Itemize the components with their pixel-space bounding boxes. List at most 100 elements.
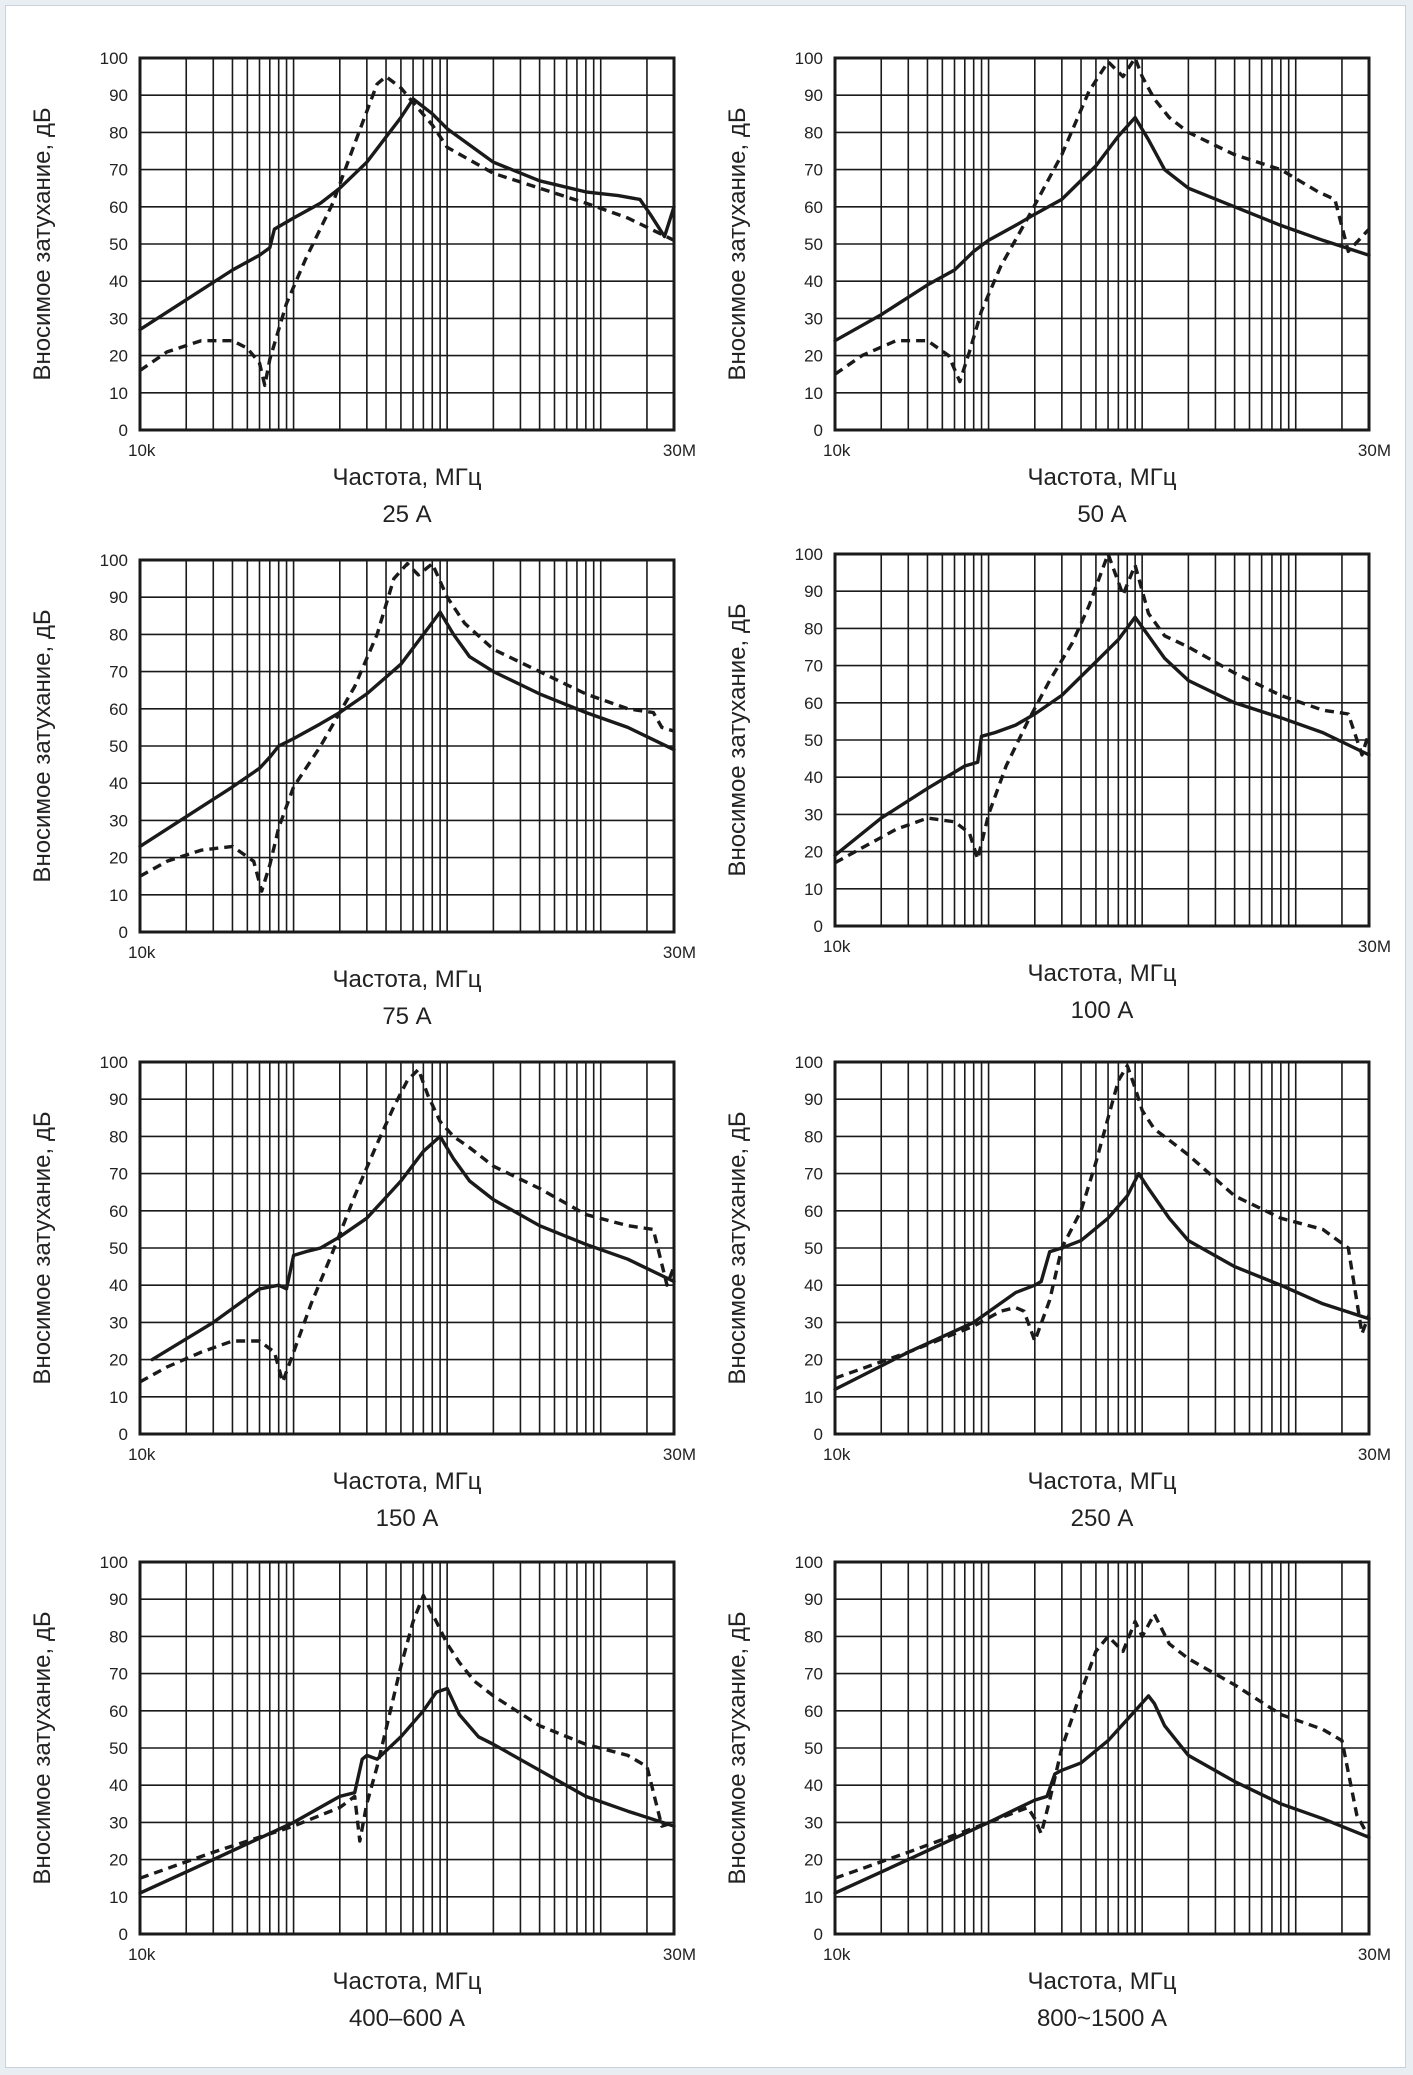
y-tick-label: 50 [109, 737, 128, 756]
chart-title: 400–600 А [349, 2005, 465, 2032]
grid [140, 560, 674, 932]
chart-title: 800~1500 А [1037, 2005, 1167, 2032]
x-axis-label: Частота, МГц [1027, 1968, 1176, 1995]
y-tick-label: 30 [109, 811, 128, 830]
y-tick-label: 50 [804, 1239, 823, 1258]
grid [835, 58, 1369, 430]
chart-title: 25 А [382, 501, 431, 528]
y-tick-label: 0 [119, 421, 128, 440]
y-tick-label: 20 [109, 1351, 128, 1370]
y-tick-label: 10 [804, 1388, 823, 1407]
y-tick-label: 50 [804, 235, 823, 254]
y-tick-label: 10 [804, 880, 823, 899]
y-tick-label: 0 [814, 1425, 823, 1444]
series-line-solid [833, 615, 1371, 857]
plot-frame [138, 1060, 676, 1436]
grid [835, 1562, 1369, 1934]
series-line-dashed [139, 74, 675, 388]
y-axis-label: Вносимое затухание, дБ [29, 107, 56, 380]
y-tick-label: 30 [804, 309, 823, 328]
y-tick-label: 60 [804, 694, 823, 713]
x-tick-label: 30M [663, 441, 696, 460]
y-tick-label: 100 [100, 1053, 128, 1072]
x-axis-label: Частота, МГц [332, 966, 481, 993]
plot-frame [833, 1560, 1371, 1936]
series-line-solid [833, 115, 1371, 343]
x-tick-label: 10k [128, 441, 156, 460]
chart-25a: 0 10 20 30 40 50 60 70 80 90 100 10k 30M Вносимое зат… [29, 49, 696, 528]
chart-75a: 0 10 20 30 40 50 60 70 80 90 100 10k 30M Вносимое зат… [29, 551, 696, 1030]
y-tick-label: 80 [804, 123, 823, 142]
y-tick-label: 10 [804, 1888, 823, 1907]
series-line-solid [833, 1171, 1371, 1392]
y-tick-label: 80 [804, 619, 823, 638]
chart-title: 100 А [1071, 997, 1134, 1024]
y-axis-label: Вносимое затухание, дБ [724, 603, 751, 876]
x-tick-label: 10k [823, 1445, 851, 1464]
y-tick-label: 60 [109, 1202, 128, 1221]
y-tick-label: 90 [109, 86, 128, 105]
y-tick-label: 40 [109, 272, 128, 291]
y-tick-label: 0 [814, 1925, 823, 1944]
figure-panel: 0 10 20 30 40 50 60 70 80 90 100 10k 30M Вносимое зат… [5, 5, 1406, 2068]
series-line-dashed [139, 1593, 675, 1880]
y-tick-label: 30 [109, 1313, 128, 1332]
y-tick-label: 90 [804, 86, 823, 105]
y-tick-label: 70 [804, 161, 823, 180]
y-axis-label: Вносимое затухание, дБ [724, 1611, 751, 1884]
x-axis-label: Частота, МГц [332, 1468, 481, 1495]
y-tick-label: 0 [119, 923, 128, 942]
y-tick-label: 60 [109, 198, 128, 217]
x-axis-label: Частота, МГц [1027, 464, 1176, 491]
x-axis-label: Частота, МГц [332, 1968, 481, 1995]
y-tick-label: 50 [804, 731, 823, 750]
x-axis-label: Частота, МГц [1027, 960, 1176, 987]
y-tick-label: 40 [109, 1776, 128, 1795]
y-tick-label: 100 [100, 1553, 128, 1572]
y-tick-label: 90 [109, 1590, 128, 1609]
y-tick-label: 90 [804, 1590, 823, 1609]
chart-800-1500a: 0 10 20 30 40 50 60 70 80 90 100 10k 30M Вносимое зат… [724, 1553, 1391, 2032]
y-axis-label: Вносимое затухание, дБ [724, 1111, 751, 1384]
y-tick-label: 90 [804, 1090, 823, 1109]
grid [835, 554, 1369, 926]
y-tick-label: 70 [804, 657, 823, 676]
series-line-solid [138, 97, 676, 332]
x-tick-label: 10k [823, 1945, 851, 1964]
plot-frame [138, 558, 676, 934]
series-line-dashed [834, 552, 1371, 865]
y-tick-label: 40 [109, 1276, 128, 1295]
x-tick-label: 30M [1358, 441, 1391, 460]
y-tick-label: 80 [109, 1127, 128, 1146]
y-tick-label: 20 [109, 347, 128, 366]
x-tick-label: 10k [128, 943, 156, 962]
x-tick-label: 30M [1358, 937, 1391, 956]
y-axis-label: Вносимое затухание, дБ [29, 1611, 56, 1884]
y-tick-label: 80 [109, 625, 128, 644]
x-tick-label: 30M [663, 1945, 696, 1964]
y-tick-label: 20 [804, 1351, 823, 1370]
y-tick-label: 10 [804, 384, 823, 403]
x-tick-label: 30M [1358, 1945, 1391, 1964]
y-tick-label: 10 [109, 384, 128, 403]
y-tick-label: 50 [109, 1739, 128, 1758]
y-tick-label: 80 [109, 123, 128, 142]
y-tick-label: 90 [804, 582, 823, 601]
y-tick-label: 60 [804, 1202, 823, 1221]
x-tick-label: 10k [128, 1445, 156, 1464]
y-tick-label: 70 [109, 161, 128, 180]
series-line-dashed [139, 562, 675, 893]
chart-title: 75 А [382, 1003, 431, 1030]
y-tick-label: 80 [109, 1627, 128, 1646]
x-axis-label: Частота, МГц [1027, 1468, 1176, 1495]
y-tick-label: 40 [804, 1776, 823, 1795]
y-tick-label: 0 [119, 1925, 128, 1944]
series-line-solid [150, 1134, 676, 1362]
y-tick-label: 100 [795, 49, 823, 68]
y-tick-label: 10 [109, 1388, 128, 1407]
y-tick-label: 100 [795, 1053, 823, 1072]
plot-frame [833, 1060, 1371, 1436]
chart-250a: 0 10 20 30 40 50 60 70 80 90 100 10k 30M Вносимое зат… [724, 1053, 1391, 1532]
y-tick-label: 20 [804, 843, 823, 862]
plot-frame [138, 1560, 676, 1936]
